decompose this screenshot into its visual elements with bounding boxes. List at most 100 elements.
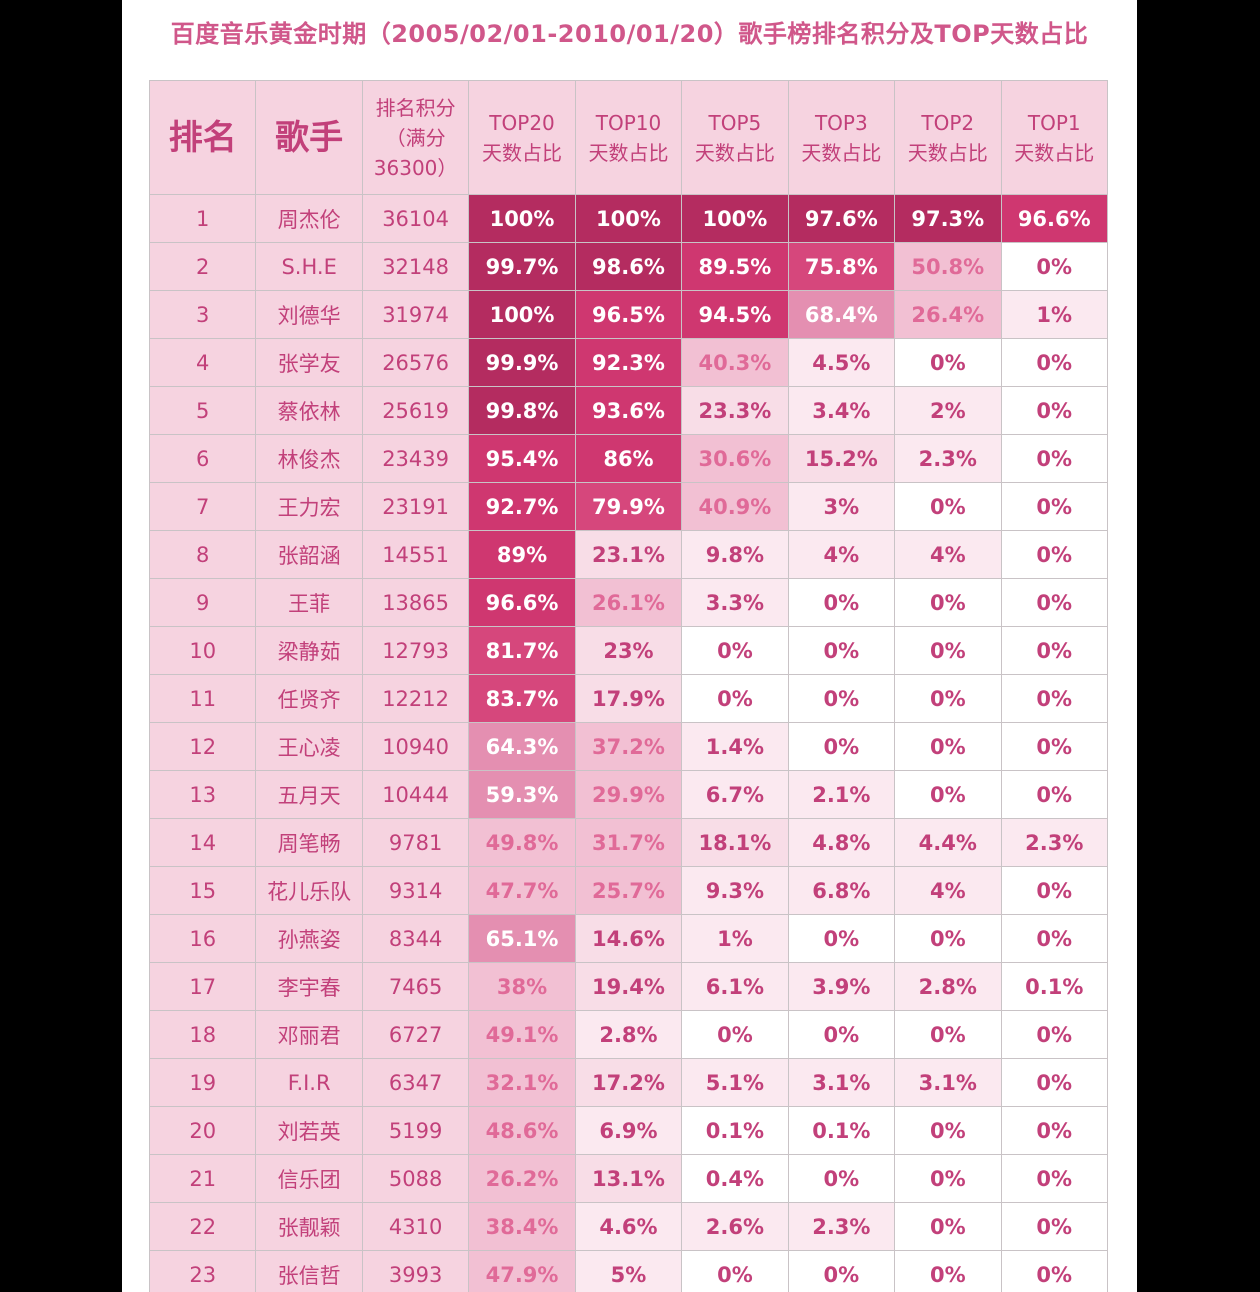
table-row: 20 刘若英 5199 48.6% 6.9% 0.1% 0.1% 0% 0%: [148, 1106, 1108, 1155]
title: 百度音乐黄金时期（2005/02/01-2010/01/20）歌手榜排名积分及T…: [170, 20, 1089, 48]
percent-cell: 1.4%: [681, 722, 789, 771]
percent-cell: 23.1%: [574, 530, 683, 579]
cell: 孙燕姿: [255, 914, 363, 963]
cell: 周杰伦: [255, 194, 363, 243]
header-cell: TOP10 天数占比: [574, 80, 683, 195]
cell: 6347: [361, 1058, 470, 1107]
percent-cell: 0%: [1000, 770, 1108, 819]
percent-cell: 0%: [894, 338, 1002, 387]
percent-cell: 17.9%: [574, 674, 683, 723]
percent-cell: 5.1%: [681, 1058, 789, 1107]
percent-cell: 19.4%: [574, 962, 683, 1011]
percent-cell: 99.8%: [468, 386, 576, 435]
percent-cell: 0%: [1000, 386, 1108, 435]
percent-cell: 0%: [1000, 530, 1108, 579]
percent-cell: 0%: [894, 722, 1002, 771]
percent-cell: 17.2%: [574, 1058, 683, 1107]
screenshot: 百度音乐黄金时期（2005/02/01-2010/01/20）歌手榜排名积分及T…: [122, 0, 1137, 1292]
percent-cell: 40.9%: [681, 482, 789, 531]
percent-cell: 6.9%: [574, 1106, 683, 1155]
percent-cell: 79.9%: [574, 482, 683, 531]
percent-cell: 0%: [1000, 1202, 1108, 1251]
percent-cell: 2%: [894, 386, 1002, 435]
cell: 花儿乐队: [255, 866, 363, 915]
cell: 4: [148, 338, 257, 387]
cell: 11: [148, 674, 257, 723]
percent-cell: 32.1%: [468, 1058, 576, 1107]
cell: 任贤齐: [255, 674, 363, 723]
cell: 23: [148, 1250, 257, 1292]
percent-cell: 0%: [787, 626, 896, 675]
percent-cell: 47.9%: [468, 1250, 576, 1292]
cell: 3: [148, 290, 257, 339]
percent-cell: 89.5%: [681, 242, 789, 291]
percent-cell: 6.1%: [681, 962, 789, 1011]
percent-cell: 0%: [787, 1154, 896, 1203]
header-text: 天数占比: [588, 140, 669, 165]
percent-cell: 4%: [894, 866, 1002, 915]
percent-cell: 100%: [681, 194, 789, 243]
percent-cell: 0%: [1000, 674, 1108, 723]
percent-cell: 48.6%: [468, 1106, 576, 1155]
cell: 17: [148, 962, 257, 1011]
table-row: 2 S.H.E 32148 99.7% 98.6% 89.5% 75.8% 50.8% 0%: [148, 242, 1108, 291]
percent-cell: 100%: [468, 194, 576, 243]
cell: 王心凌: [255, 722, 363, 771]
percent-cell: 2.3%: [787, 1202, 896, 1251]
cell: 张韶涵: [255, 530, 363, 579]
percent-cell: 0%: [1000, 1250, 1108, 1292]
percent-cell: 14.6%: [574, 914, 683, 963]
cell: 7: [148, 482, 257, 531]
cell: 10: [148, 626, 257, 675]
percent-cell: 97.6%: [787, 194, 896, 243]
cell: 刘德华: [255, 290, 363, 339]
percent-cell: 2.8%: [574, 1010, 683, 1059]
percent-cell: 92.7%: [468, 482, 576, 531]
cell: 22: [148, 1202, 257, 1251]
percent-cell: 96.5%: [574, 290, 683, 339]
header-cell: TOP20 天数占比: [468, 80, 576, 195]
percent-cell: 4.4%: [894, 818, 1002, 867]
cell: 张靓颖: [255, 1202, 363, 1251]
percent-cell: 99.9%: [468, 338, 576, 387]
cell: 36104: [361, 194, 470, 243]
percent-cell: 81.7%: [468, 626, 576, 675]
cell: 23439: [361, 434, 470, 483]
header-text: 天数占比: [907, 140, 988, 165]
percent-cell: 4.6%: [574, 1202, 683, 1251]
cell: 李宇春: [255, 962, 363, 1011]
percent-cell: 100%: [468, 290, 576, 339]
header-row: 排名 歌手 排名积分 （满分 36300） TOP20 天数占比 TOP10 天数占比 TOP5 天…: [148, 80, 1108, 195]
percent-cell: 0%: [894, 482, 1002, 531]
percent-cell: 0%: [1000, 1010, 1108, 1059]
cell: 8: [148, 530, 257, 579]
cell: 18: [148, 1010, 257, 1059]
cell: 6727: [361, 1010, 470, 1059]
percent-cell: 0%: [681, 626, 789, 675]
cell: S.H.E: [255, 242, 363, 291]
percent-cell: 0%: [894, 1250, 1002, 1292]
percent-cell: 9.8%: [681, 530, 789, 579]
percent-cell: 0%: [894, 626, 1002, 675]
cell: 5: [148, 386, 257, 435]
percent-cell: 0%: [894, 770, 1002, 819]
header-text: 歌手: [275, 117, 344, 158]
percent-cell: 96.6%: [468, 578, 576, 627]
header-cell: 排名: [148, 80, 257, 195]
cell: 8344: [361, 914, 470, 963]
cell: 9781: [361, 818, 470, 867]
percent-cell: 0.4%: [681, 1154, 789, 1203]
percent-cell: 0%: [894, 1202, 1002, 1251]
percent-cell: 89%: [468, 530, 576, 579]
header-text: 天数占比: [694, 140, 775, 165]
percent-cell: 0%: [1000, 434, 1108, 483]
percent-cell: 25.7%: [574, 866, 683, 915]
percent-cell: 49.8%: [468, 818, 576, 867]
table-row: 13 五月天 10444 59.3% 29.9% 6.7% 2.1% 0% 0%: [148, 770, 1108, 819]
cell: 19: [148, 1058, 257, 1107]
percent-cell: 4%: [894, 530, 1002, 579]
percent-cell: 1%: [681, 914, 789, 963]
header-cell: TOP5 天数占比: [681, 80, 789, 195]
percent-cell: 26.4%: [894, 290, 1002, 339]
